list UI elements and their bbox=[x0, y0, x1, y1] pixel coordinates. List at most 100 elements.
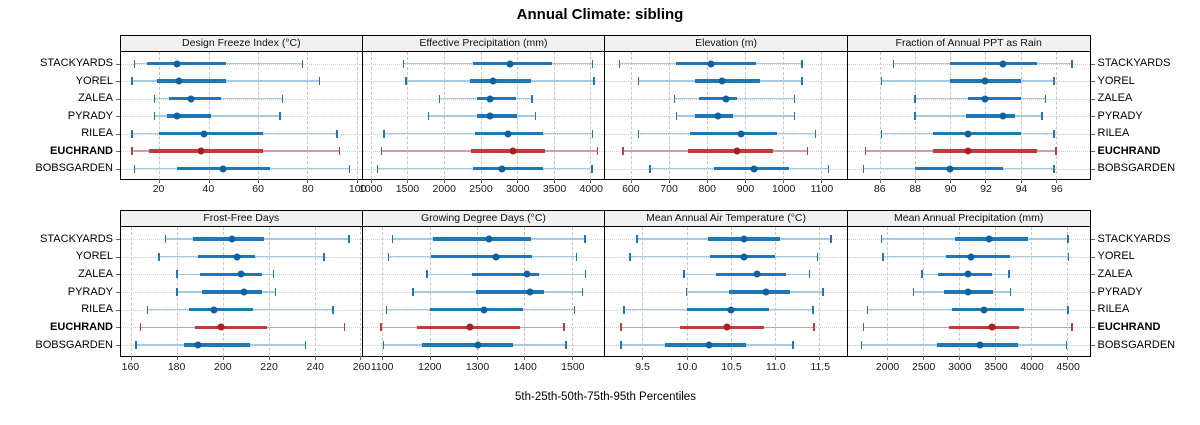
whisker-cap-high bbox=[272, 270, 275, 279]
whisker-cap-low bbox=[637, 129, 640, 138]
whisker-cap-high bbox=[1071, 323, 1073, 332]
whisker-cap-low bbox=[864, 147, 867, 155]
panel-title: Mean Annual Air Temperature (°C) bbox=[646, 212, 806, 224]
whisker-cap-low bbox=[880, 235, 883, 243]
v-gridline bbox=[356, 52, 358, 179]
row-label-right-bobsgarden: BOBSGARDEN bbox=[1097, 162, 1176, 174]
axis-tick-label: 100 bbox=[348, 183, 367, 195]
axis-tick-label: 1100 bbox=[810, 183, 834, 195]
interval-25-75 bbox=[470, 79, 532, 83]
median-dot bbox=[509, 147, 517, 155]
row-label-right-yorel: YOREL bbox=[1097, 250, 1135, 263]
median-dot bbox=[486, 112, 494, 120]
whisker-cap-low bbox=[402, 59, 405, 68]
whisker-cap-low bbox=[675, 112, 678, 120]
axis-tick bbox=[314, 356, 316, 360]
panel-title: Frost-Free Days bbox=[203, 212, 280, 224]
row-label-right-zalea: ZALEA bbox=[1097, 92, 1133, 104]
axis-tick bbox=[257, 179, 259, 183]
whisker-cap-high bbox=[1071, 59, 1073, 68]
whisker-cap-high bbox=[591, 164, 593, 173]
whisker-cap-high bbox=[338, 147, 341, 155]
median-dot bbox=[723, 323, 731, 331]
axis-tick bbox=[360, 356, 362, 360]
v-gridline bbox=[879, 52, 881, 179]
axis-tick-label: 260 bbox=[352, 361, 371, 373]
axis-tick bbox=[571, 356, 573, 360]
whisker-cap-high bbox=[801, 59, 803, 68]
median-dot bbox=[523, 270, 531, 278]
axis-tick bbox=[480, 179, 482, 183]
axis-tick-label: 20 bbox=[152, 183, 165, 195]
whisker-cap-low bbox=[620, 341, 622, 349]
whisker-cap-low bbox=[914, 112, 916, 120]
v-gridline bbox=[553, 52, 555, 179]
whisker-cap-low bbox=[636, 235, 638, 243]
whisker-cap-high bbox=[318, 77, 321, 85]
median-dot bbox=[200, 130, 208, 137]
interval-25-75 bbox=[967, 96, 1021, 101]
whisker-cap-low bbox=[135, 341, 137, 349]
whisker-cap-low bbox=[153, 112, 156, 120]
axis-tick bbox=[923, 356, 925, 360]
median-dot bbox=[988, 323, 996, 331]
whisker-cap-high bbox=[332, 305, 334, 314]
axis-tick-label: 700 bbox=[660, 183, 678, 195]
interval-25-75 bbox=[202, 290, 262, 294]
row-label-right-yorel: YOREL bbox=[1097, 74, 1135, 87]
interval-25-75 bbox=[715, 272, 786, 277]
interval-25-75 bbox=[433, 237, 531, 241]
v-gridline bbox=[630, 52, 632, 179]
panel-strip-fraction-of-annual-ppt-as-rain: Fraction of Annual PPT as Rain bbox=[847, 35, 1091, 52]
row-label-right-euchrand: EUCHRAND bbox=[1097, 144, 1161, 157]
interval-25-75 bbox=[689, 131, 778, 136]
axis-tick bbox=[159, 179, 161, 183]
row-tick-left bbox=[116, 168, 120, 170]
row-label-right-stackyards: STACKYARDS bbox=[1097, 232, 1171, 245]
panel-strip-frost-free-days: Frost-Free Days bbox=[120, 210, 363, 227]
median-dot bbox=[981, 77, 989, 85]
median-dot bbox=[733, 147, 741, 155]
whisker-cap-low bbox=[139, 323, 142, 332]
axis-tick-label: 3500 bbox=[542, 183, 567, 195]
median-dot bbox=[946, 165, 954, 172]
axis-tick-label: 80 bbox=[302, 183, 314, 195]
v-gridline bbox=[642, 227, 644, 356]
whisker-cap-high bbox=[813, 323, 815, 332]
whisker-cap-low bbox=[164, 235, 167, 243]
interval-25-75 bbox=[156, 79, 226, 83]
axis-tick bbox=[821, 179, 822, 183]
row-label-left-stackyards: STACKYARDS bbox=[40, 57, 113, 69]
whisker-cap-high bbox=[801, 77, 803, 85]
row-label-left-pyrady: PYRADY bbox=[67, 285, 113, 298]
interval-25-75 bbox=[430, 254, 532, 259]
whisker-cap-low bbox=[882, 252, 884, 261]
row-label-left-bobsgarden: BOBSGARDEN bbox=[35, 338, 113, 351]
median-dot bbox=[964, 147, 972, 155]
axis-tick bbox=[429, 356, 431, 360]
row-tick-right bbox=[1090, 98, 1095, 100]
median-dot bbox=[999, 60, 1007, 67]
whisker-cap-high bbox=[323, 252, 325, 261]
axis-tick-label: 1100 bbox=[370, 361, 394, 373]
axis-tick-label: 10.5 bbox=[721, 361, 742, 373]
v-gridline bbox=[314, 227, 316, 356]
panel-strip-design-freeze-index-c: Design Freeze Index (°C) bbox=[120, 35, 363, 52]
whisker-cap-low bbox=[133, 164, 136, 173]
whisker-cap-high bbox=[1053, 77, 1055, 85]
row-tick-right bbox=[1090, 274, 1095, 276]
axis-tick-label: 3000 bbox=[948, 361, 972, 373]
panel-title: Effective Precipitation (mm) bbox=[419, 37, 548, 49]
whisker-cap-high bbox=[1065, 341, 1068, 349]
median-dot bbox=[705, 341, 713, 349]
interval-25-75 bbox=[932, 149, 1037, 153]
whisker-cap-low bbox=[912, 288, 915, 296]
whisker-cap-high bbox=[830, 235, 832, 243]
whisker-cap-low bbox=[620, 323, 622, 332]
row-tick-left bbox=[116, 116, 120, 117]
v-gridline bbox=[407, 52, 409, 179]
axis-tick-label: 11.0 bbox=[766, 361, 786, 373]
whisker-cap-high bbox=[301, 59, 304, 68]
axis-tick bbox=[668, 179, 670, 183]
whisker-cap-high bbox=[793, 94, 796, 103]
